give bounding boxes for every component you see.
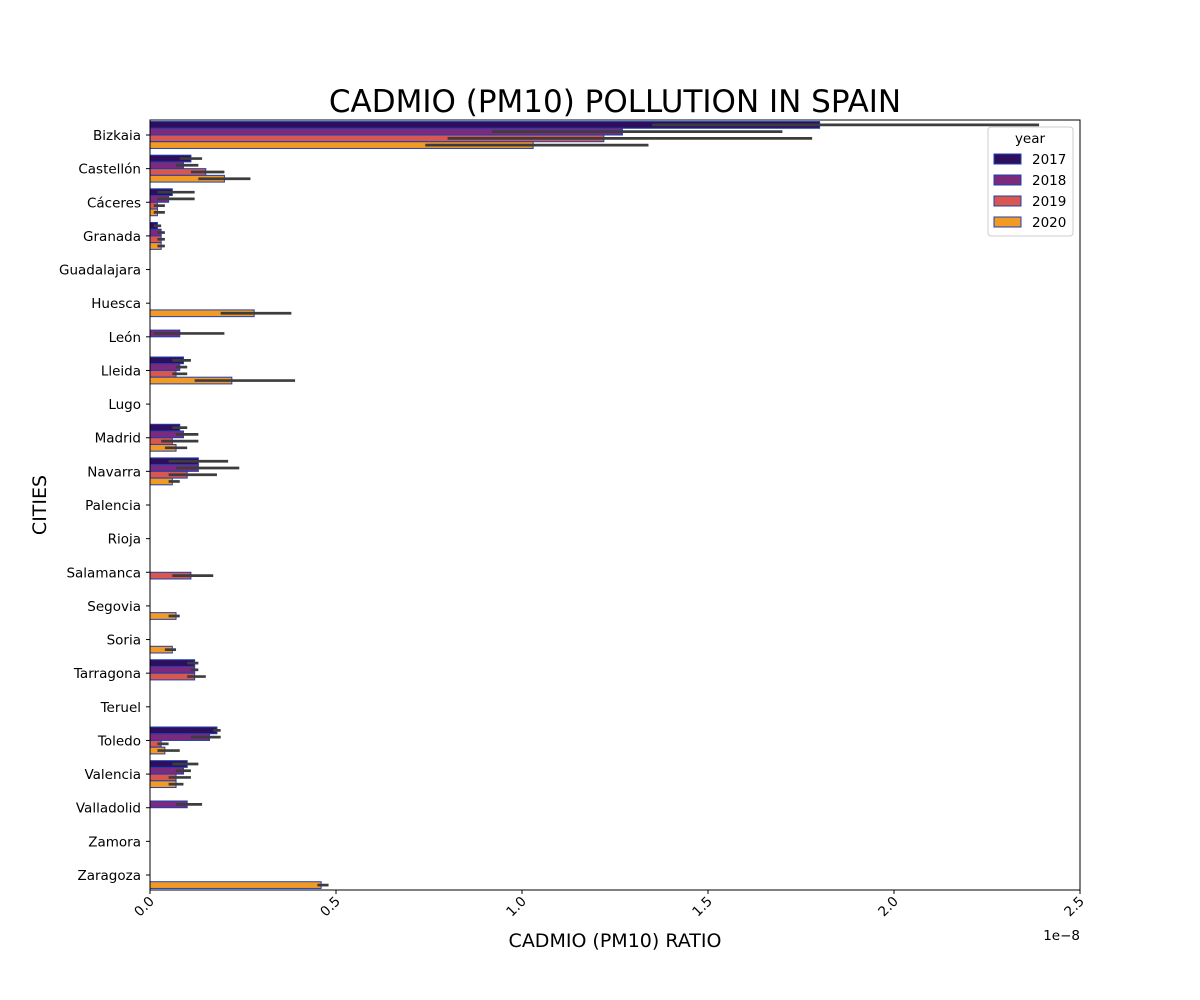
y-tick-label: Segovia xyxy=(87,599,141,615)
legend-label-2017: 2017 xyxy=(1032,152,1066,168)
y-tick-label: Zamora xyxy=(88,834,141,850)
y-tick-label: Lleida xyxy=(101,363,141,379)
y-axis-label: CITIES xyxy=(29,475,51,535)
y-tick-label: Tarragona xyxy=(73,666,141,682)
bar-2020 xyxy=(149,881,322,889)
y-tick-label: Castellón xyxy=(78,162,141,178)
x-tick-label: 1.5 xyxy=(689,894,716,921)
y-tick-label: Rioja xyxy=(108,532,141,548)
y-tick-label: Toledo xyxy=(97,733,141,749)
y-tick-label: Granada xyxy=(83,229,141,245)
bar-2018 xyxy=(149,665,196,674)
x-tick-label: 2.5 xyxy=(1061,894,1088,921)
x-tick-label: 2.0 xyxy=(875,894,902,921)
y-tick-label: Soria xyxy=(107,633,141,649)
legend-swatch-2020 xyxy=(993,216,1022,228)
x-axis-label: CADMIO (PM10) RATIO xyxy=(509,930,722,952)
legend-swatch-2017 xyxy=(993,153,1022,165)
bar-2017 xyxy=(149,726,218,735)
y-tick-label: Huesca xyxy=(91,296,141,312)
x-axis-offset-label: 1e−8 xyxy=(1043,928,1080,944)
legend-label-2018: 2018 xyxy=(1032,173,1066,189)
x-tick-label: 0.0 xyxy=(131,894,158,921)
legend-label-2020: 2020 xyxy=(1032,215,1066,231)
x-tick-label: 0.5 xyxy=(317,894,344,921)
y-tick-label: Cáceres xyxy=(87,195,141,211)
bars-layer xyxy=(149,121,821,889)
y-tick-label: Valencia xyxy=(84,767,141,783)
y-tick-label: Salamanca xyxy=(66,565,141,581)
y-tick-label: Bizkaia xyxy=(93,128,141,144)
y-tick-label: Lugo xyxy=(108,397,141,413)
y-tick-label: Teruel xyxy=(100,700,141,716)
legend: year 2017 2018 2019 2020 xyxy=(987,126,1074,237)
y-tick-label: León xyxy=(109,330,141,346)
x-axis-ticks: 0.0 0.5 1.0 1.5 2.0 2.5 xyxy=(131,890,1088,920)
legend-swatch-2019 xyxy=(993,195,1022,207)
error-bars-layer xyxy=(153,123,1040,887)
y-tick-label: Madrid xyxy=(95,431,141,447)
bar-2018 xyxy=(149,363,181,371)
legend-swatch-2018 xyxy=(993,174,1022,186)
y-axis-ticks: Bizkaia Castellón Cáceres Granada Guadalajar… xyxy=(59,128,150,884)
bar-2019 xyxy=(149,369,177,378)
x-tick-label: 1.0 xyxy=(503,894,530,921)
y-tick-label: Zaragoza xyxy=(77,868,141,884)
y-tick-label: Navarra xyxy=(87,464,141,480)
y-tick-label: Guadalajara xyxy=(59,263,141,279)
y-tick-label: Valladolid xyxy=(76,801,141,817)
plot-area-frame xyxy=(149,119,1081,891)
chart-title: CADMIO (PM10) POLLUTION IN SPAIN xyxy=(329,84,901,120)
legend-title: year xyxy=(1015,131,1046,147)
legend-label-2019: 2019 xyxy=(1032,194,1066,210)
y-tick-label: Palencia xyxy=(85,498,141,514)
legend-items: 2017 2018 2019 2020 xyxy=(993,152,1066,231)
